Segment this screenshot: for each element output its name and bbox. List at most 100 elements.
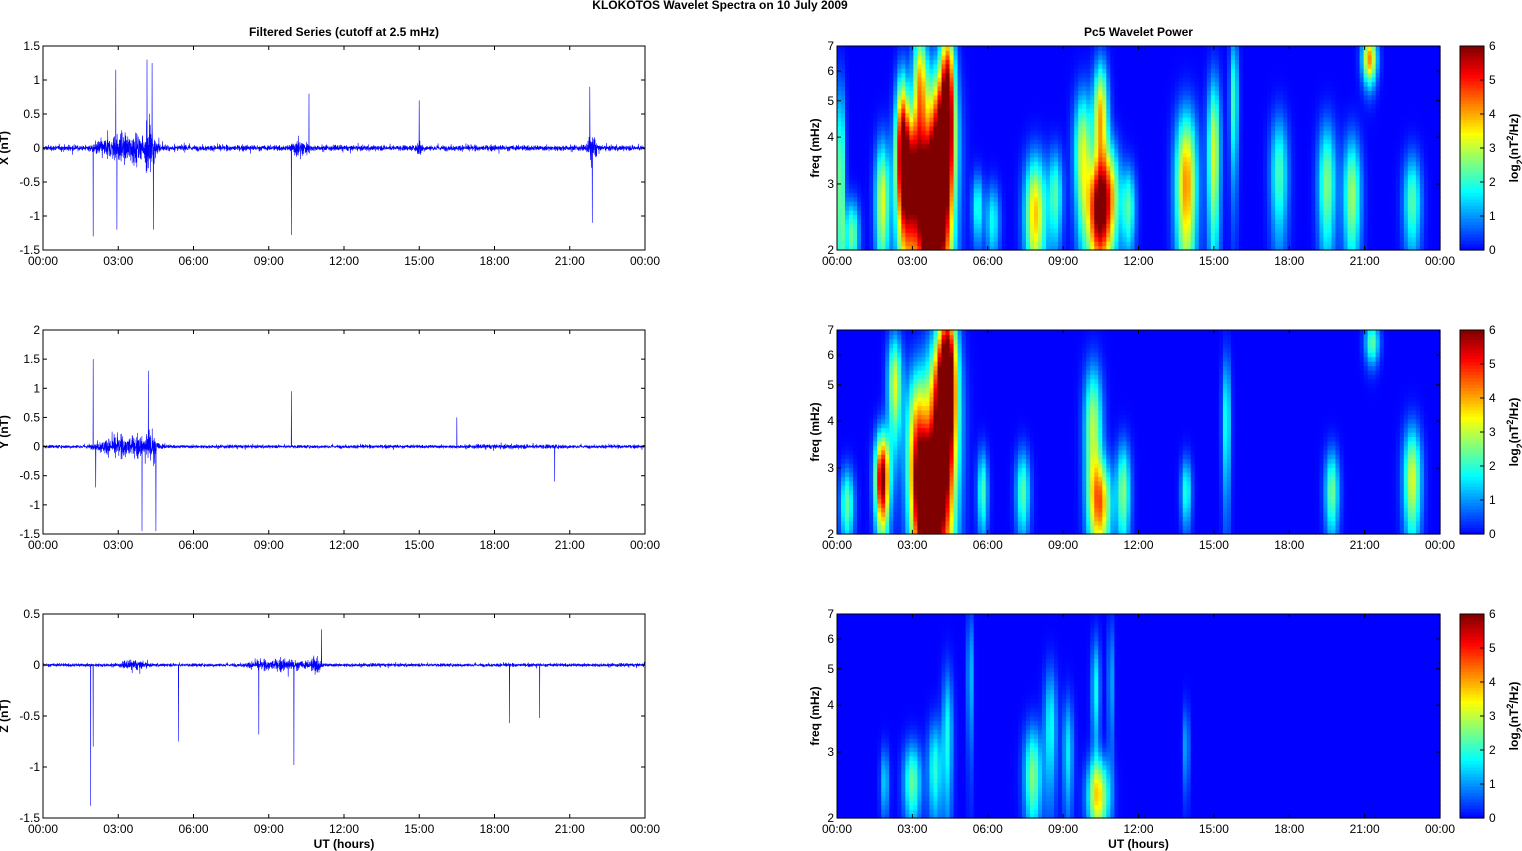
heatmap-cell bbox=[909, 179, 914, 184]
heatmap-cell bbox=[853, 237, 858, 242]
heatmap-cell bbox=[873, 121, 878, 126]
heatmap-cell bbox=[1143, 144, 1148, 149]
heatmap-cell bbox=[1179, 210, 1184, 215]
heatmap-cell bbox=[1126, 81, 1131, 86]
heatmap-cell bbox=[1070, 90, 1075, 95]
heatmap-cell bbox=[950, 210, 955, 215]
heatmap-cell bbox=[849, 139, 854, 144]
heatmap-cell bbox=[1171, 126, 1176, 131]
heatmap-cell bbox=[1130, 161, 1135, 166]
heatmap-cell bbox=[897, 232, 902, 237]
heatmap-cell bbox=[1247, 50, 1252, 55]
heatmap-cell bbox=[905, 46, 910, 51]
heatmap-cell bbox=[1094, 86, 1099, 91]
heatmap-cell bbox=[1002, 117, 1007, 122]
heatmap-cell bbox=[966, 144, 971, 149]
heatmap-cell bbox=[1094, 161, 1099, 166]
heatmap-cell bbox=[1106, 188, 1111, 193]
heatmap-cell bbox=[1175, 210, 1180, 215]
heatmap-cell bbox=[1118, 197, 1123, 202]
heatmap-cell bbox=[1082, 139, 1087, 144]
heatmap-cell bbox=[970, 64, 975, 69]
heatmap-cell bbox=[873, 46, 878, 51]
heatmap-cell bbox=[1110, 170, 1115, 175]
heatmap-cell bbox=[869, 232, 874, 237]
heatmap-cell bbox=[1255, 81, 1260, 86]
heatmap-cell bbox=[905, 197, 910, 202]
heatmap-cell bbox=[1267, 197, 1272, 202]
heatmap-cell bbox=[1106, 215, 1111, 220]
heatmap-cell bbox=[849, 113, 854, 118]
heatmap-cell bbox=[933, 152, 938, 157]
heatmap-cell bbox=[1034, 55, 1039, 60]
heatmap-cell bbox=[1247, 215, 1252, 220]
heatmap-cell bbox=[1175, 201, 1180, 206]
heatmap-cell bbox=[1010, 237, 1015, 242]
heatmap-cell bbox=[1014, 183, 1019, 188]
heatmap-cell bbox=[1018, 201, 1023, 206]
heatmap-cell bbox=[1002, 104, 1007, 109]
heatmap-cell bbox=[1183, 104, 1188, 109]
heatmap-cell bbox=[998, 183, 1003, 188]
heatmap-cell bbox=[1139, 68, 1144, 73]
heatmap-cell bbox=[1022, 113, 1027, 118]
heatmap-cell bbox=[1195, 113, 1200, 118]
heatmap-cell bbox=[1018, 50, 1023, 55]
heatmap-cell bbox=[954, 59, 959, 64]
heatmap-cell bbox=[1203, 95, 1208, 100]
heatmap-cell bbox=[1207, 152, 1212, 157]
heatmap-cell bbox=[966, 139, 971, 144]
heatmap-cell bbox=[1255, 228, 1260, 233]
heatmap-cell bbox=[1082, 232, 1087, 237]
heatmap-cell bbox=[1102, 50, 1107, 55]
heatmap-cell bbox=[1183, 64, 1188, 69]
heatmap-cell bbox=[861, 59, 866, 64]
heatmap-cell bbox=[921, 157, 926, 162]
heatmap-cell bbox=[893, 210, 898, 215]
heatmap-cell bbox=[1042, 241, 1047, 246]
heatmap-cell bbox=[958, 166, 963, 171]
heatmap-cell bbox=[881, 223, 886, 228]
heatmap-cell bbox=[1122, 104, 1127, 109]
heatmap-cell bbox=[986, 201, 991, 206]
heatmap-cell bbox=[1014, 188, 1019, 193]
heatmap-cell bbox=[1215, 219, 1220, 224]
heatmap-cell bbox=[1255, 152, 1260, 157]
heatmap-cell bbox=[1006, 166, 1011, 171]
heatmap-cell bbox=[1086, 46, 1091, 51]
heatmap-cell bbox=[1094, 130, 1099, 135]
heatmap-cell bbox=[938, 183, 943, 188]
heatmap-cell bbox=[1147, 113, 1152, 118]
heatmap-cell bbox=[1239, 95, 1244, 100]
heatmap-cell bbox=[1239, 121, 1244, 126]
heatmap-cell bbox=[889, 170, 894, 175]
heatmap-cell bbox=[1159, 108, 1164, 113]
heatmap-cell bbox=[885, 59, 890, 64]
heatmap-cell bbox=[1171, 113, 1176, 118]
heatmap-cell bbox=[1070, 64, 1075, 69]
heatmap-cell bbox=[873, 192, 878, 197]
heatmap-cell bbox=[1215, 68, 1220, 73]
heatmap-cell bbox=[942, 117, 947, 122]
heatmap-cell bbox=[897, 73, 902, 78]
heatmap-cell bbox=[982, 170, 987, 175]
heatmap-cell bbox=[1231, 73, 1236, 78]
heatmap-cell bbox=[837, 148, 842, 153]
heatmap-cell bbox=[998, 64, 1003, 69]
heatmap-cell bbox=[1022, 152, 1027, 157]
heatmap-cell bbox=[905, 55, 910, 60]
heatmap-cell bbox=[1235, 166, 1240, 171]
heatmap-cell bbox=[1179, 135, 1184, 140]
heatmap-cell bbox=[885, 148, 890, 153]
heatmap-cell bbox=[1134, 104, 1139, 109]
heatmap-cell bbox=[958, 157, 963, 162]
heatmap-cell bbox=[857, 228, 862, 233]
heatmap-cell bbox=[861, 183, 866, 188]
heatmap-cell bbox=[929, 175, 934, 180]
heatmap-cell bbox=[869, 188, 874, 193]
heatmap-cell bbox=[1195, 201, 1200, 206]
heatmap-cell bbox=[982, 46, 987, 51]
heatmap-cell bbox=[970, 126, 975, 131]
heatmap-cell bbox=[1106, 152, 1111, 157]
heatmap-cell bbox=[974, 179, 979, 184]
